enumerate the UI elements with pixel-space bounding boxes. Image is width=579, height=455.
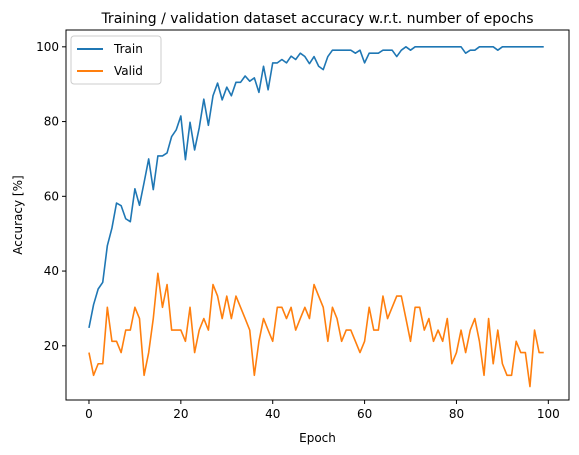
x-tick-label: 60: [357, 407, 372, 421]
x-tick-label: 40: [265, 407, 280, 421]
x-tick-label: 100: [537, 407, 560, 421]
y-tick-label: 20: [44, 339, 59, 353]
series-line-valid: [88, 272, 544, 388]
y-axis-ticks: 20 40 60 80 100: [36, 40, 66, 353]
x-axis-ticks: 0 20 40 60 80 100: [85, 400, 560, 421]
legend-label-train: Train: [113, 42, 143, 56]
chart-title: Training / validation dataset accuracy w…: [100, 11, 533, 27]
series-line-train: [88, 46, 544, 329]
plot-frame: [65, 29, 570, 401]
x-tick-label: 80: [449, 407, 464, 421]
y-tick-label: 60: [44, 189, 59, 203]
y-tick-label: 40: [44, 264, 59, 278]
x-axis-label: Epoch: [299, 431, 336, 445]
x-tick-label: 0: [85, 407, 93, 421]
y-axis-label: Accuracy [%]: [11, 175, 25, 254]
legend: Train Valid: [70, 35, 162, 85]
x-tick-label: 20: [173, 407, 188, 421]
legend-label-valid: Valid: [114, 64, 143, 78]
series-layer: [88, 46, 544, 388]
y-tick-label: 100: [36, 40, 59, 54]
y-tick-label: 80: [44, 115, 59, 129]
